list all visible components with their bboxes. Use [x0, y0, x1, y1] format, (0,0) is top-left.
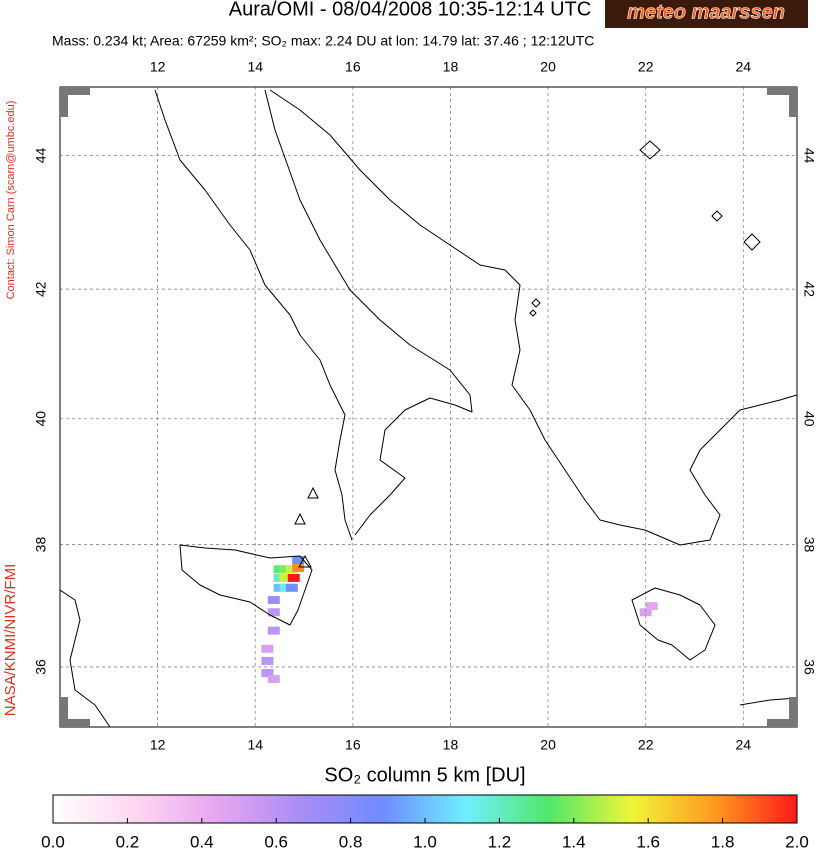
so2-cell — [267, 626, 280, 635]
colorbar-tick-label: 1.8 — [711, 832, 735, 851]
site — [531, 298, 541, 308]
coast-peloponnese — [631, 587, 716, 661]
x-tick-label: 22 — [638, 59, 654, 75]
x-tick-label: 24 — [736, 59, 752, 75]
x-tick-label: 18 — [443, 737, 459, 753]
map-frame — [59, 86, 798, 728]
coast-crete — [739, 697, 797, 706]
x-tick-label: 20 — [540, 59, 556, 75]
so2-cell — [279, 565, 292, 574]
so2-cell — [267, 608, 280, 617]
so2-cell — [292, 556, 305, 565]
colorbar-tick-label: 1.4 — [562, 832, 586, 851]
grid: 12 12 14 14 16 16 18 18 20 20 22 22 24 24 36 36 38 38 40 40… — [33, 59, 818, 753]
x-tick-label: 20 — [540, 737, 556, 753]
subtitle: Mass: 0.234 kt; Area: 67259 km²; SO₂ max… — [52, 33, 594, 49]
so2-cell — [287, 573, 300, 582]
so2-cell — [261, 644, 274, 653]
x-tick-label: 14 — [247, 737, 263, 753]
y-tick-label: 36 — [801, 659, 817, 675]
so2-cells — [261, 556, 658, 684]
contact: Contact: Simon Carn (scarn@umbc.edu) — [5, 101, 17, 300]
coast-italy-west — [154, 89, 353, 541]
logo: meteo maarssen — [627, 1, 785, 23]
coast-italy-east — [264, 89, 473, 536]
so2-cell — [261, 656, 274, 665]
so2-cell — [261, 668, 274, 677]
colorbar-tick-label: 0.2 — [116, 832, 140, 851]
y-tick-label: 40 — [801, 411, 817, 427]
colorbar-tick-label: 1.6 — [636, 832, 660, 851]
colorbar-tick-label: 0.4 — [190, 832, 214, 851]
colorbar-tick-label: 2.0 — [785, 832, 809, 851]
colorbar-tick-label: 1.0 — [413, 832, 437, 851]
so2-cell — [639, 608, 652, 617]
site — [639, 140, 661, 160]
so2-cell — [267, 675, 280, 684]
x-tick-label: 24 — [736, 737, 752, 753]
colorbar-tick-label: 1.2 — [488, 832, 512, 851]
so2-cell — [285, 565, 298, 574]
y-tick-label: 36 — [33, 659, 49, 675]
x-tick-label: 22 — [638, 737, 654, 753]
x-tick-label: 18 — [443, 59, 459, 75]
coast-balkans — [269, 89, 797, 546]
colorbar-label: SO₂ column 5 km [DU] — [324, 764, 525, 786]
colorbar-tick-label: 0.0 — [41, 832, 65, 851]
y-tick-label: 38 — [33, 537, 49, 553]
y-tick-label: 44 — [801, 148, 817, 164]
frame-corners — [60, 87, 797, 727]
x-tick-label: 16 — [345, 59, 361, 75]
so2-cell — [645, 602, 658, 611]
y-tick-label: 38 — [801, 537, 817, 553]
coast-sicily — [179, 544, 313, 626]
colorbar-ticks: 0.0 0.2 0.4 0.6 0.8 1.0 1.2 1.4 1.6 1.8 2.0 — [41, 818, 809, 851]
volcano — [307, 486, 319, 499]
y-tick-label: 42 — [801, 281, 817, 297]
markers — [294, 140, 761, 568]
so2-cell — [279, 573, 292, 582]
coastlines — [60, 89, 797, 727]
volcano — [298, 554, 312, 568]
site — [743, 233, 761, 251]
volcano — [294, 512, 306, 525]
site — [711, 210, 723, 222]
y-tick-label: 44 — [33, 148, 49, 164]
so2-cell — [292, 564, 305, 573]
coast-africa — [60, 589, 111, 727]
colorbar-tick-label: 0.8 — [339, 832, 363, 851]
credit: NASA/KNMI/NIVR/FMI — [2, 564, 19, 717]
x-tick-label: 12 — [150, 737, 166, 753]
x-tick-label: 12 — [150, 59, 166, 75]
site — [529, 309, 537, 317]
title: Aura/OMI - 08/04/2008 10:35-12:14 UTC — [229, 0, 591, 20]
y-tick-label: 40 — [33, 411, 49, 427]
colorbar-tick-label: 0.6 — [264, 832, 288, 851]
x-tick-label: 16 — [345, 737, 361, 753]
logo-box — [605, 0, 808, 28]
y-tick-label: 42 — [33, 281, 49, 297]
so2-cell — [279, 583, 292, 592]
x-tick-label: 14 — [247, 59, 263, 75]
so2-cell — [267, 596, 280, 605]
so2-cell — [285, 583, 298, 592]
